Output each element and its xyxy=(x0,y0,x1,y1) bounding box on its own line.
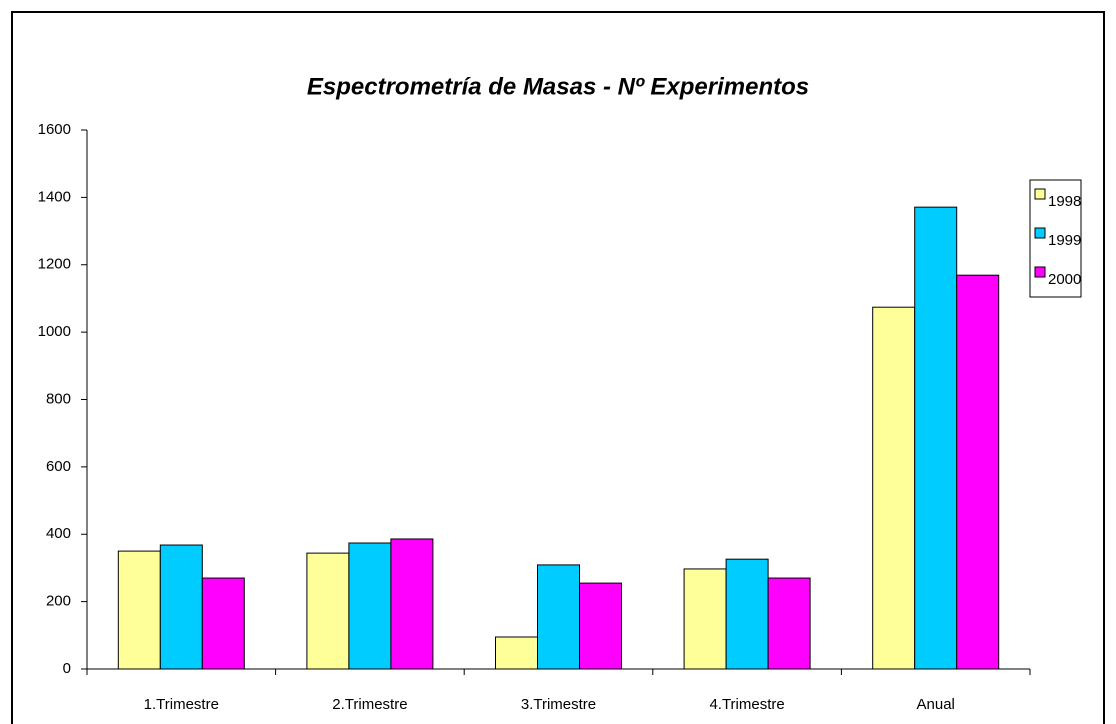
legend-swatch xyxy=(1034,227,1046,239)
bar xyxy=(201,577,245,670)
bar xyxy=(767,577,811,670)
y-tick-label: 0 xyxy=(63,660,71,677)
y-tick-label: 1000 xyxy=(38,323,71,340)
legend-label: 2000 xyxy=(1048,271,1081,288)
legend-swatch xyxy=(1034,188,1046,200)
x-tick-label: 2.Trimestre xyxy=(332,696,407,713)
x-tick-label: Anual xyxy=(917,696,955,713)
bar xyxy=(495,636,538,670)
bar xyxy=(306,552,350,670)
bar xyxy=(159,544,203,670)
x-tick-label: 1.Trimestre xyxy=(144,696,219,713)
y-tick-label: 1400 xyxy=(38,188,71,205)
chart-title: Espectrometría de Masas - Nº Experimento… xyxy=(307,73,809,100)
bar xyxy=(537,564,580,670)
y-tick-label: 200 xyxy=(46,593,71,610)
legend-swatch xyxy=(1034,266,1046,278)
bar xyxy=(872,306,916,670)
bar xyxy=(579,582,622,670)
bar xyxy=(117,550,161,670)
bar xyxy=(725,558,769,670)
x-tick-label: 4.Trimestre xyxy=(709,696,784,713)
bar xyxy=(956,274,1000,670)
x-tick-label: 3.Trimestre xyxy=(521,696,596,713)
bar xyxy=(348,542,392,670)
y-tick-label: 600 xyxy=(46,458,71,475)
y-tick-label: 1200 xyxy=(38,256,71,273)
bar xyxy=(683,568,727,670)
y-tick-label: 1600 xyxy=(38,121,71,138)
legend-label: 1998 xyxy=(1048,193,1081,210)
bar xyxy=(390,538,434,670)
y-tick-label: 400 xyxy=(46,525,71,542)
bar xyxy=(914,206,958,670)
legend-label: 1999 xyxy=(1048,232,1081,249)
y-tick-label: 800 xyxy=(46,390,71,407)
